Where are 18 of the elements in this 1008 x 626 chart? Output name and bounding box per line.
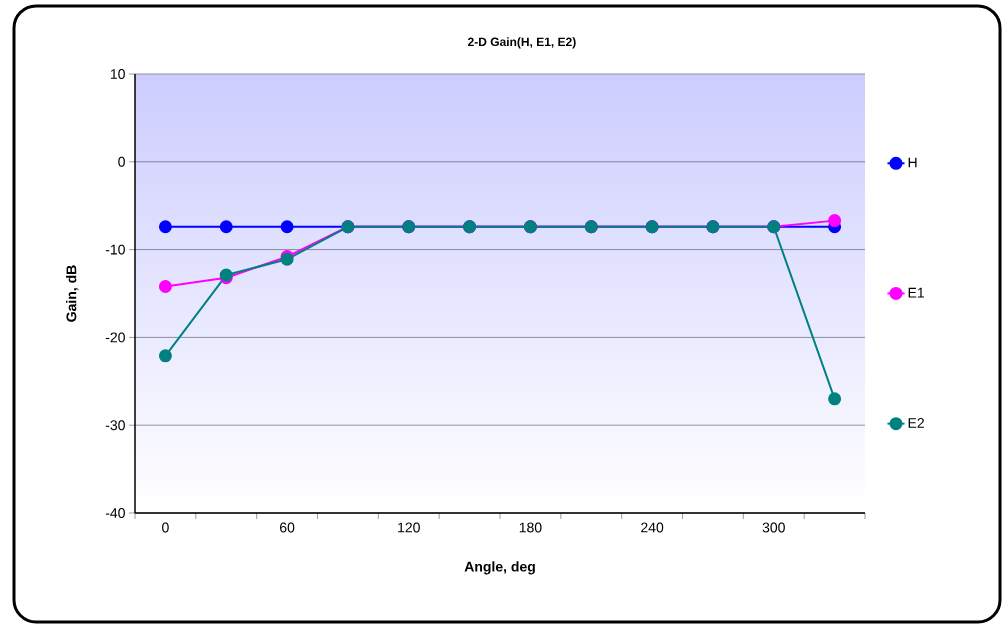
x-tick-label: 0	[162, 522, 169, 533]
chart-title: 2-D Gain(H, E1, E2)	[467, 37, 576, 49]
x-tick-label: 180	[519, 522, 542, 533]
y-tick-label: -30	[105, 420, 125, 431]
legend-label: E1	[908, 287, 924, 298]
x-tick-label: 240	[641, 522, 664, 533]
x-tick-label: 60	[280, 522, 295, 533]
x-axis-title: Angle, deg	[464, 561, 535, 575]
y-tick-label: 0	[118, 156, 125, 167]
y-tick-label: -10	[105, 244, 125, 255]
y-tick-label: -20	[105, 332, 125, 343]
x-tick-label: 300	[762, 522, 785, 533]
legend-label: E2	[908, 417, 924, 428]
legend-label: H	[908, 157, 917, 168]
y-axis-title: Gain, dB	[66, 265, 79, 322]
y-tick-label: 10	[110, 69, 125, 79]
y-tick-label: -40	[105, 508, 125, 518]
x-tick-label: 120	[398, 522, 420, 533]
